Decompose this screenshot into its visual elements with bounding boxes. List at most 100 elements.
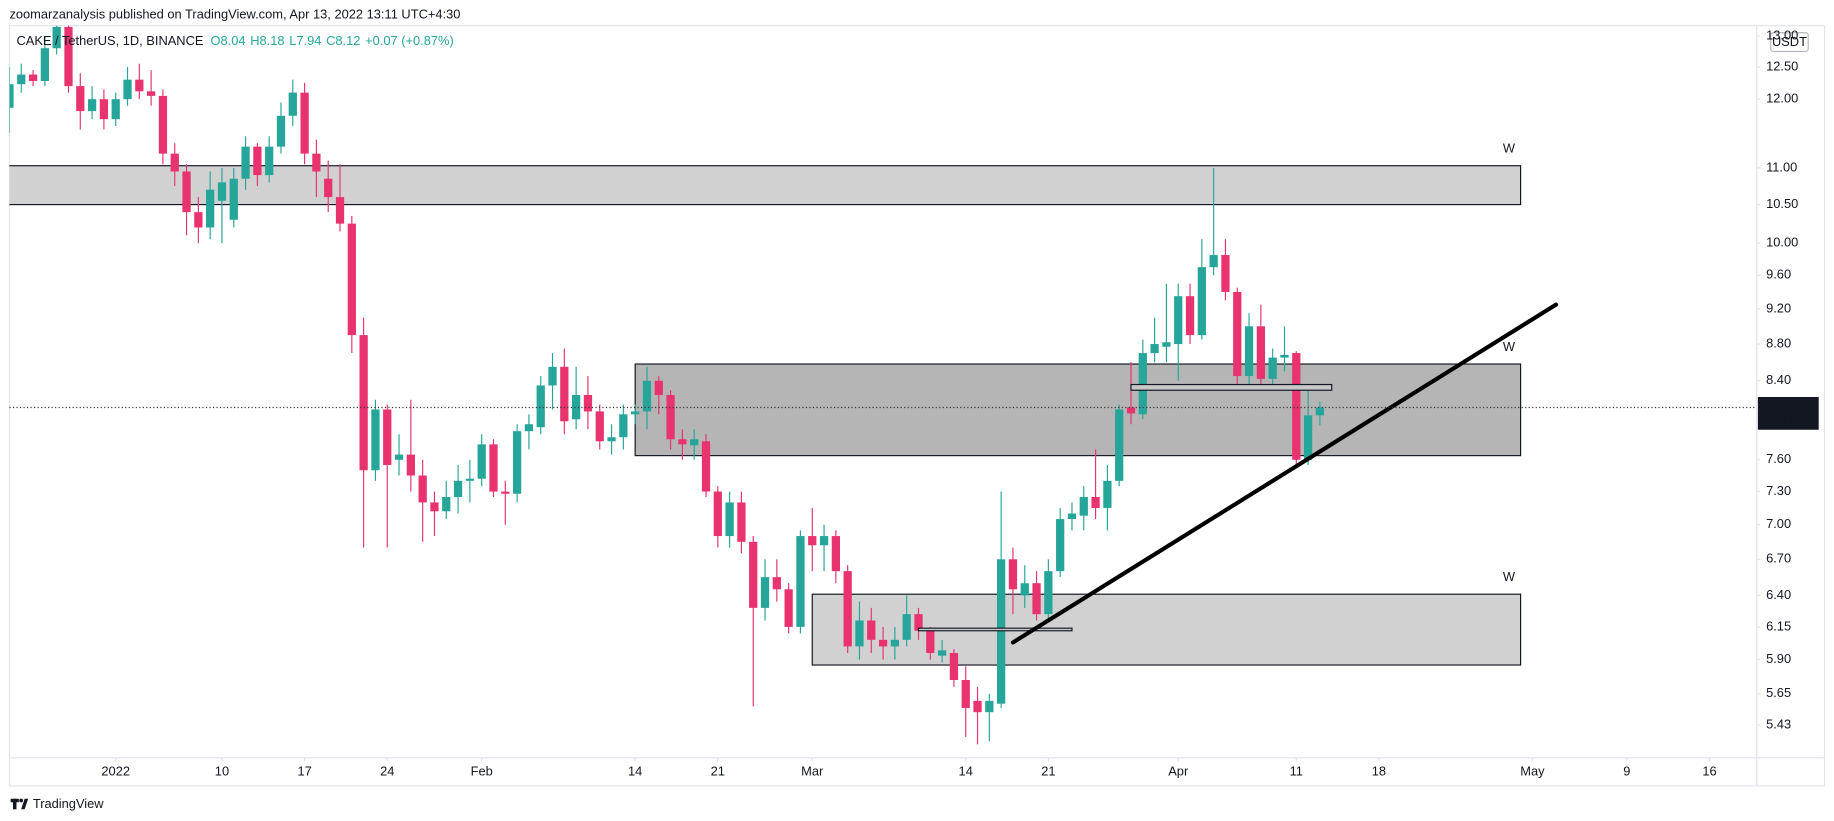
- candle-body: [1162, 342, 1171, 347]
- candle-body: [1280, 354, 1289, 358]
- candle-body: [855, 620, 864, 647]
- candle-body: [867, 620, 876, 640]
- candle-body: [914, 614, 923, 631]
- candle-body: [465, 478, 475, 481]
- candle-body: [87, 99, 97, 112]
- candle-body: [1091, 496, 1100, 508]
- candle-body: [1292, 353, 1301, 460]
- y-tick-label: 7.60: [1766, 451, 1791, 466]
- x-tick-label: Apr: [1168, 763, 1189, 778]
- y-tick-label: 12.00: [1766, 91, 1798, 106]
- zone: [634, 363, 1522, 457]
- x-tick-label: May: [1520, 763, 1545, 778]
- last-price-box: [1757, 396, 1819, 430]
- candle-body: [878, 639, 888, 647]
- candle-body: [524, 424, 534, 432]
- candle-body: [961, 679, 970, 708]
- candle-body: [28, 74, 38, 81]
- candle-body: [819, 536, 829, 546]
- y-tick-label: 8.40: [1766, 372, 1791, 387]
- candle-body: [300, 92, 309, 154]
- candle-body: [123, 79, 132, 100]
- candle-body: [276, 115, 286, 147]
- candle-body: [1150, 344, 1159, 354]
- zone: [9, 165, 1522, 206]
- countdown: 15:18:26: [1764, 413, 1814, 428]
- currency-box[interactable]: [1770, 32, 1809, 53]
- candle-body: [1044, 571, 1053, 615]
- y-tick-label: 7.30: [1766, 483, 1791, 498]
- candle-body: [1079, 496, 1088, 516]
- candle-body: [1221, 255, 1230, 292]
- candle-body: [1185, 296, 1195, 336]
- ohlc-change: +0.07 (+0.87%): [365, 33, 454, 48]
- candle-body: [430, 502, 439, 512]
- x-tick-label: 16: [1702, 763, 1716, 778]
- symbol-legend: CAKE / TetherUS, 1D, BINANCE O8.04 H8.18 L7…: [16, 33, 453, 48]
- x-tick-label: 21: [711, 763, 725, 778]
- candle-body: [560, 366, 569, 422]
- candle-body: [1115, 409, 1124, 481]
- candle-body: [512, 431, 522, 494]
- candle-body: [241, 146, 250, 179]
- candle-body: [536, 385, 545, 428]
- candle-body: [666, 394, 675, 440]
- candle-body: [324, 178, 333, 198]
- candle-body: [937, 650, 947, 656]
- candle-body: [1067, 513, 1077, 520]
- candle-body: [772, 577, 781, 590]
- y-tick-label: 13.00: [1766, 27, 1798, 42]
- x-tick-label: 2022: [101, 763, 130, 778]
- candle-body: [501, 491, 510, 494]
- candle-body: [406, 454, 415, 476]
- candle-body: [442, 496, 451, 512]
- publish-note: zoomarzanalysis published on TradingView…: [9, 7, 460, 22]
- x-tick-label: Feb: [471, 763, 493, 778]
- y-tick-label: 10.00: [1766, 235, 1798, 250]
- candle-body: [1209, 255, 1218, 268]
- x-tick-label: 21: [1041, 763, 1055, 778]
- candle-body: [1174, 296, 1183, 345]
- candle-body: [642, 380, 652, 412]
- candle-body: [206, 189, 215, 228]
- candle-body: [949, 652, 959, 680]
- ohlc-close: C8.12: [326, 33, 360, 48]
- candle-body: [713, 491, 722, 537]
- y-tick-label: 7.00: [1766, 516, 1791, 531]
- y-tick-label: 12.50: [1766, 58, 1798, 73]
- candle-body: [631, 411, 640, 415]
- candle-body: [194, 212, 203, 228]
- candle-body: [383, 409, 392, 465]
- candle-body: [1056, 519, 1065, 572]
- candle-body: [796, 536, 805, 627]
- candle-body: [725, 502, 734, 537]
- y-tick-label: 11.00: [1766, 159, 1797, 174]
- candle-body: [607, 437, 616, 442]
- candle-body: [1020, 583, 1029, 596]
- candle-body: [99, 99, 109, 120]
- candle-body: [146, 91, 156, 96]
- candle-body: [158, 95, 168, 154]
- x-tick-label: 24: [380, 763, 394, 778]
- candle-body: [265, 146, 274, 176]
- candle-body: [678, 439, 687, 445]
- candle-body: [690, 439, 699, 446]
- y-tick-label: 9.20: [1766, 300, 1791, 315]
- candle-body: [359, 335, 368, 471]
- ohlc-low: L7.94: [289, 33, 321, 48]
- candle-body: [170, 153, 179, 172]
- candle-body: [288, 92, 297, 116]
- candle-body: [64, 26, 73, 87]
- candle-body: [52, 26, 61, 49]
- y-tick-label: 6.70: [1766, 551, 1791, 566]
- candle-body: [1138, 353, 1147, 415]
- candle-body: [182, 171, 191, 213]
- candle-body: [1197, 267, 1206, 336]
- candle-body: [1008, 559, 1018, 590]
- trend-line: [1010, 302, 1559, 645]
- candle-body: [902, 614, 911, 640]
- zone-label: W: [1503, 141, 1516, 156]
- last-price-label: 8.12: [1764, 398, 1789, 413]
- candle-body: [40, 48, 50, 81]
